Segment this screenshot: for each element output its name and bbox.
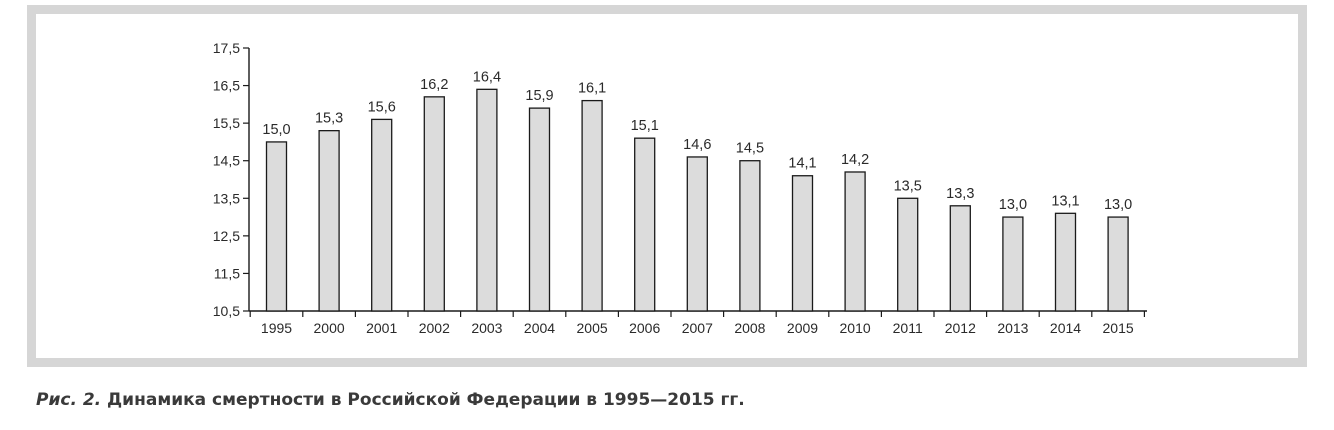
x-tick-label: 2011 — [893, 320, 923, 336]
bar-value-label: 15,3 — [315, 111, 343, 127]
bar — [371, 118, 393, 312]
x-tick-label: 2007 — [682, 320, 713, 336]
chart-axes: 10,5 11,5 12,5 13,5 14,5 15,5 16,5 17,5 1995 2000… — [213, 40, 1147, 336]
bar — [1002, 216, 1024, 312]
bar — [897, 197, 919, 312]
bar — [739, 160, 761, 312]
caption-lead: Рис. 2. — [36, 390, 102, 410]
y-tick-label: 10,5 — [213, 303, 240, 319]
x-tick-label: 2004 — [524, 320, 555, 336]
bar — [686, 156, 708, 312]
bar-value-label: 13,0 — [999, 197, 1027, 213]
bar-value-label: 14,1 — [788, 156, 816, 172]
bar-value-label: 15,9 — [525, 88, 553, 104]
x-tick-label: 2001 — [366, 320, 397, 336]
bar-value-label: 14,5 — [736, 141, 764, 157]
x-tick-label: 2003 — [471, 320, 502, 336]
y-tick-label: 17,5 — [213, 40, 240, 56]
bar — [476, 88, 498, 312]
bar-value-label: 14,6 — [683, 137, 711, 153]
chart-value-labels: 15,0 15,3 15,6 16,2 16,4 15,9 16,1 15,1 14,6 14,5… — [262, 69, 1132, 213]
bar-value-label: 15,0 — [262, 122, 290, 138]
bar-value-label: 13,0 — [1104, 197, 1132, 213]
chart-frame — [27, 5, 1307, 367]
bar — [265, 141, 288, 312]
bar-value-label: 13,5 — [894, 178, 922, 194]
bar-value-label: 13,3 — [946, 186, 974, 202]
bar-value-label: 16,4 — [473, 69, 501, 85]
figure-caption: Рис. 2. Динамика смертности в Российской… — [36, 390, 745, 410]
x-tick-label: 2000 — [314, 320, 345, 336]
x-tick-label: 2006 — [629, 320, 660, 336]
x-tick-label: 2015 — [1103, 320, 1134, 336]
x-tick-label: 2012 — [945, 320, 976, 336]
bar-value-label: 16,1 — [578, 81, 606, 97]
y-tick-label: 11,5 — [214, 265, 240, 281]
bar — [1107, 216, 1129, 312]
bar — [528, 107, 551, 312]
x-tick-label: 2005 — [577, 320, 608, 336]
bar — [318, 130, 340, 312]
x-tick-label: 2009 — [787, 320, 818, 336]
bar — [844, 171, 866, 312]
bar-value-label: 15,6 — [368, 99, 396, 115]
bar — [1054, 212, 1077, 312]
bar — [634, 137, 656, 312]
y-tick-label: 15,5 — [213, 115, 240, 131]
chart-bars — [265, 88, 1129, 312]
x-tick-label: 2014 — [1050, 320, 1081, 336]
bar-value-label: 13,1 — [1051, 193, 1079, 209]
y-tick-label: 13,5 — [213, 190, 240, 206]
y-tick-label: 14,5 — [213, 153, 240, 169]
x-tick-label: 2008 — [734, 320, 765, 336]
x-tick-label: 1995 — [261, 320, 292, 336]
bar-value-label: 15,1 — [631, 118, 659, 134]
bar — [423, 96, 445, 312]
bar-value-label: 14,2 — [841, 152, 869, 168]
x-tick-label: 2010 — [840, 320, 871, 336]
bar — [791, 175, 814, 312]
bar-value-label: 16,2 — [420, 77, 448, 93]
bar-chart: 10,5 11,5 12,5 13,5 14,5 15,5 16,5 17,5 1995 2000… — [213, 40, 1147, 336]
y-tick-label: 16,5 — [213, 78, 240, 94]
caption-text: Динамика смертности в Российской Федерац… — [101, 390, 745, 410]
y-tick-label: 12,5 — [213, 228, 240, 244]
bar — [949, 205, 971, 312]
x-tick-label: 2002 — [419, 320, 450, 336]
x-tick-label: 2013 — [997, 320, 1028, 336]
bar — [581, 99, 603, 312]
